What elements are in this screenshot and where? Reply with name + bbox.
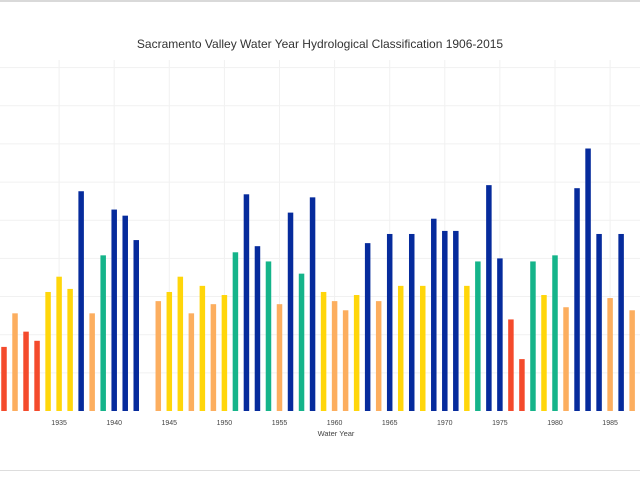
chart-title: Sacramento Valley Water Year Hydrologica… xyxy=(136,37,504,51)
x-axis-title: Water Year xyxy=(318,429,355,438)
bar-1944 xyxy=(155,301,162,411)
bar-1956 xyxy=(287,212,294,411)
bar-1945 xyxy=(166,291,173,411)
bar-1964 xyxy=(375,301,382,411)
bar-1976 xyxy=(508,319,514,411)
bar-1968 xyxy=(420,285,426,411)
bar-1950 xyxy=(221,295,228,411)
bar-1985 xyxy=(607,298,613,411)
bar-1955 xyxy=(276,304,283,411)
bar-1951 xyxy=(232,252,239,411)
bar-1974 xyxy=(486,185,492,411)
bar-1965 xyxy=(386,233,393,411)
bar-1977 xyxy=(519,359,525,411)
bar-1940 xyxy=(111,209,117,411)
bar-1960 xyxy=(331,301,338,411)
bar-1957 xyxy=(298,273,305,411)
bar-1933 xyxy=(34,340,40,411)
bar-1952 xyxy=(243,194,250,411)
bar-1937 xyxy=(78,191,84,411)
bars xyxy=(1,148,635,411)
bar-1980 xyxy=(552,255,558,411)
bar-1942 xyxy=(133,240,139,411)
bar-1959 xyxy=(320,291,327,411)
bar-1975 xyxy=(497,258,503,411)
bar-1941 xyxy=(122,215,128,411)
bar-1983 xyxy=(585,148,591,411)
bar-1962 xyxy=(353,295,360,411)
bar-1984 xyxy=(596,233,602,411)
x-tick-label: 1940 xyxy=(106,420,122,427)
bar-1935 xyxy=(56,276,62,411)
bar-1978 xyxy=(530,261,536,411)
x-tick-label: 1970 xyxy=(437,420,453,427)
x-tick-label: 1935 xyxy=(51,420,67,427)
bar-1973 xyxy=(475,261,481,411)
bar-1958 xyxy=(309,197,316,411)
x-tick-label: 1955 xyxy=(272,420,288,427)
bar-1938 xyxy=(89,313,95,411)
bar-1963 xyxy=(364,243,371,411)
bar-1954 xyxy=(265,261,272,411)
bar-1972 xyxy=(464,285,470,411)
x-tick-label: 1960 xyxy=(327,420,343,427)
x-tick-label: 1945 xyxy=(162,420,178,427)
bar-1932 xyxy=(23,331,29,411)
x-tick-label: 1965 xyxy=(382,420,398,427)
x-tick-label: 1985 xyxy=(602,420,618,427)
bar-1949 xyxy=(210,304,217,411)
bar-1967 xyxy=(408,233,415,411)
bar-1970 xyxy=(442,230,448,411)
x-tick-labels: 1935 1940 1945 1950 1955 1960 1965 1970 1975 1980… xyxy=(51,420,618,427)
bar-1947 xyxy=(188,313,195,411)
bar-1987 xyxy=(629,310,635,411)
bottom-border xyxy=(0,470,640,471)
bar-1982 xyxy=(574,188,580,411)
bar-1981 xyxy=(563,307,569,411)
bar-1966 xyxy=(397,285,404,411)
bar-1971 xyxy=(453,230,459,411)
bar-1986 xyxy=(618,233,624,411)
bar-1936 xyxy=(67,288,73,411)
top-border xyxy=(0,0,640,2)
bar-1939 xyxy=(100,255,106,411)
bar-1931 xyxy=(12,313,18,411)
bar-1948 xyxy=(199,285,206,411)
bar-1969 xyxy=(431,218,437,411)
x-tick-label: 1950 xyxy=(217,420,233,427)
bar-1979 xyxy=(541,295,547,411)
bar-1930 xyxy=(1,346,7,411)
bar-1934 xyxy=(45,291,51,411)
bar-1961 xyxy=(342,310,349,411)
bar-1946 xyxy=(177,276,184,411)
x-tick-label: 1980 xyxy=(547,420,563,427)
x-tick-label: 1975 xyxy=(492,420,508,427)
bar-1953 xyxy=(254,246,261,411)
